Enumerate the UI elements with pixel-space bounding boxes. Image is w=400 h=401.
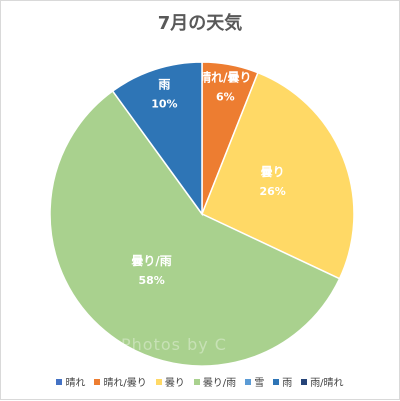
legend-label: 曇り: [164, 378, 185, 389]
legend-item: 雪: [245, 374, 264, 389]
chart-legend: 晴れ 晴れ/曇り 曇り 曇り/雨 雪 雨 雨/晴れ: [1, 374, 399, 389]
legend-label: 晴れ/曇り: [103, 378, 147, 389]
legend-label: 晴れ: [65, 378, 86, 389]
slice-name-label: 晴れ/曇り: [199, 70, 251, 85]
legend-swatch: [94, 378, 101, 385]
slice-percent-label: 58%: [138, 274, 164, 287]
legend-item: 晴れ/曇り: [94, 374, 147, 389]
pie-slice-3: [49, 89, 341, 367]
legend-label: 雪: [254, 378, 265, 389]
legend-item: 晴れ: [56, 374, 85, 389]
legend-item: 雨: [273, 374, 292, 389]
legend-swatch: [301, 378, 308, 385]
legend-item: 曇り/雨: [193, 374, 237, 389]
pie-slice-5: [111, 61, 203, 217]
legend-item: 曇り: [155, 374, 185, 389]
slice-percent-label: 6%: [216, 91, 235, 104]
pie-slice-2: [201, 71, 355, 280]
legend-swatch: [245, 378, 252, 385]
slice-name-label: 曇り: [261, 165, 285, 179]
legend-swatch: [273, 378, 280, 385]
slice-percent-label: 26%: [259, 185, 285, 198]
chart-title: 7月の天気: [157, 13, 243, 34]
slice-name-label: 曇り/雨: [131, 254, 171, 268]
legend-label: 雨: [282, 378, 293, 389]
legend-label: 曇り/雨: [202, 378, 237, 389]
legend-item: 雨/晴れ: [301, 374, 344, 389]
watermark-text: Photos by C: [121, 335, 227, 354]
legend-label: 雨/晴れ: [310, 378, 344, 389]
legend-swatch: [56, 378, 63, 385]
legend-swatch: [193, 378, 200, 385]
slice-percent-label: 10%: [151, 97, 177, 110]
legend-swatch: [155, 378, 162, 385]
slice-name-label: 雨: [158, 77, 170, 91]
